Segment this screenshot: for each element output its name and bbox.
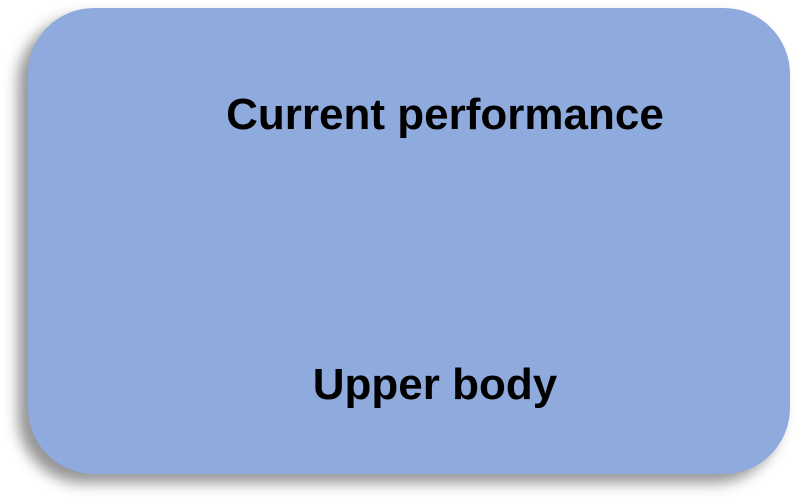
- card-title: Current performance: [226, 90, 664, 139]
- rounded-card: Current performance Upper body: [28, 8, 790, 474]
- card-subtitle: Upper body: [312, 360, 558, 409]
